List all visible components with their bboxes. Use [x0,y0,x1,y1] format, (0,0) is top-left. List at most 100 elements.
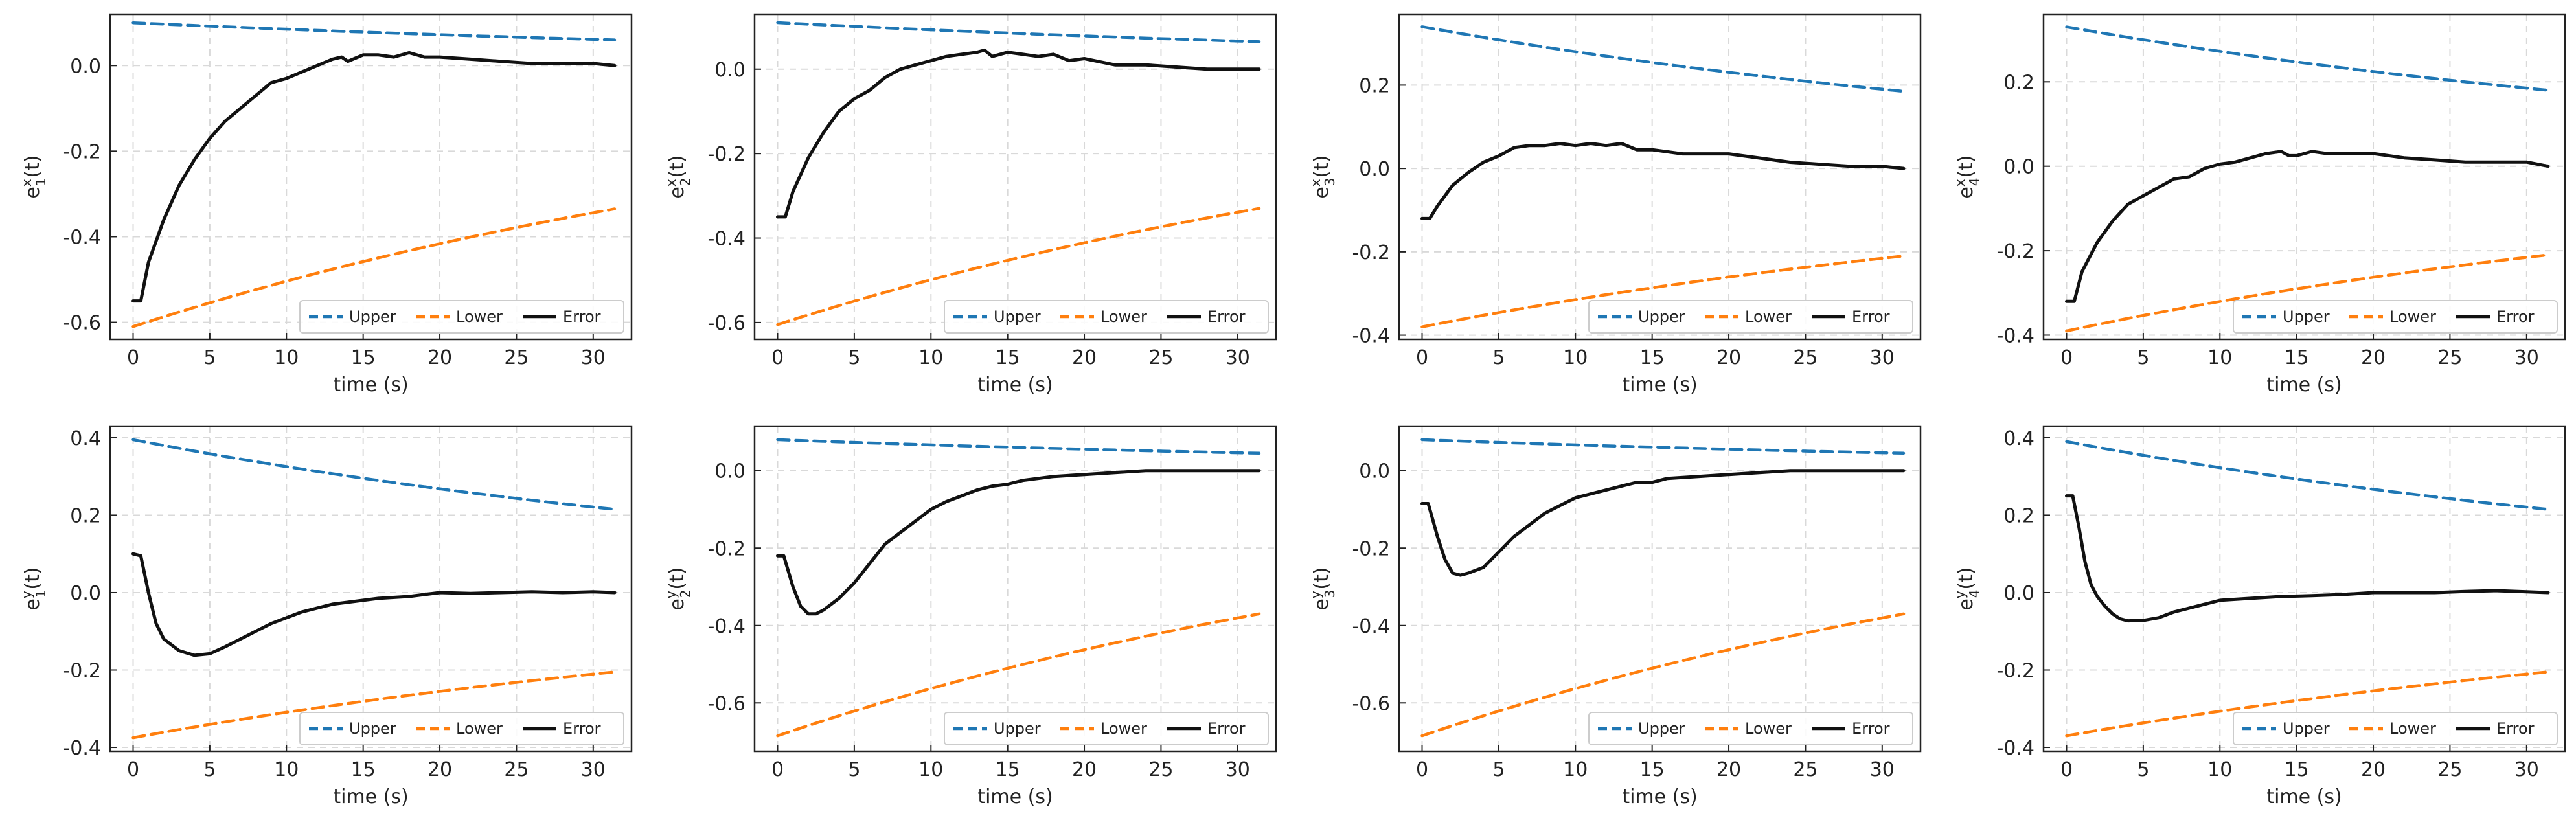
legend-label-error: Error [1207,308,1246,326]
axes-frame [109,13,633,341]
axes-frame [1398,425,1922,753]
x-tick-label: 20 [2361,758,2386,781]
x-tick-label: 30 [1225,758,1250,781]
legend-box [1588,300,1913,334]
series-line-upper [1420,25,1906,93]
y-tick-label: -0.2 [707,143,746,166]
x-tick-label: 15 [351,346,376,369]
axes-frame [109,425,633,753]
series-line-upper [131,438,617,511]
x-tick-label: 25 [1793,758,1818,781]
axes-frame [753,425,1277,753]
series-line-lower [776,207,1261,326]
legend: Upper Lower Error [299,712,624,745]
series-line-error [2065,494,2550,623]
y-tick-label: 0.2 [2003,71,2035,94]
x-tick-label: 5 [848,346,860,369]
legend-label-upper: Upper [349,308,396,326]
series-line-error [776,469,1261,616]
chart-panel-1: 0 5 10 15 20 25 30 -0.6 -0.4 -0.2 0.0 time (s) ex1(t… [19,13,633,396]
x-tick-label: 10 [274,346,299,369]
legend-box [944,712,1269,745]
x-tick-label: 10 [2207,758,2232,781]
y-tick-label: 0.0 [70,582,101,605]
x-tick-label: 5 [1492,346,1505,369]
chart-panel-3: 0 5 10 15 20 25 30 -0.4 -0.2 0.0 0.2 time (s) ex3(t)… [1308,13,1922,396]
y-tick-label: -0.2 [1996,240,2035,263]
series-line-error [1420,142,1906,220]
legend-box [1588,712,1913,745]
y-tick-label: 0.0 [2003,156,2035,179]
legend: Upper Lower Error [1588,300,1913,334]
y-tick-label: -0.2 [1352,538,1390,560]
legend: Upper Lower Error [2233,712,2558,745]
y-tick-label: -0.4 [63,226,101,249]
legend-box [299,712,624,745]
x-tick-label: 0 [2060,758,2073,781]
chart-panel-2: 0 5 10 15 20 25 30 -0.6 -0.4 -0.2 0.0 time (s) ex2(t… [663,13,1277,396]
plot-area [2044,426,2565,751]
legend-label-lower: Lower [1100,720,1147,738]
y-tick-label: -0.4 [707,228,746,251]
series-line-lower [2065,253,2550,333]
y-tick-label: -0.4 [1352,615,1390,638]
axes-frame [1398,13,1922,341]
series-line-error [131,552,617,657]
x-tick-label: 0 [2060,346,2073,369]
y-tick-label: 0.0 [714,59,746,82]
y-tick-label: 0.0 [2003,582,2035,605]
chart-panel-8: 0 5 10 15 20 25 30 -0.4 -0.2 0.0 0.2 0.4 time (s) ey4… [1952,425,2566,808]
series-line-error [1420,469,1906,577]
x-tick-label: 30 [1870,758,1895,781]
y-axis-label: ey2(t) [663,567,693,610]
x-tick-label: 10 [918,346,943,369]
legend-label-error: Error [1207,720,1246,738]
series-line-upper [776,21,1261,43]
x-tick-label: 30 [1870,346,1895,369]
x-axis-label: time (s) [977,786,1053,808]
y-axis-label: ex1(t) [19,155,49,198]
x-tick-label: 10 [274,758,299,781]
y-tick-label: 0.0 [70,55,101,78]
series-line-error [2065,150,2550,303]
y-tick-label: -0.4 [1996,737,2035,760]
x-tick-label: 20 [1716,758,1741,781]
y-tick-label: 0.0 [1359,460,1390,483]
legend-label-upper: Upper [2283,308,2330,326]
chart-panel-4: 0 5 10 15 20 25 30 -0.4 -0.2 0.0 0.2 time (s) ex4(t)… [1952,13,2566,396]
legend-label-lower: Lower [1100,308,1147,326]
x-tick-label: 5 [2137,758,2149,781]
x-axis-label: time (s) [977,374,1053,396]
y-axis-label: ex4(t) [1952,155,1982,198]
series-line-upper [776,438,1261,455]
legend-label-lower: Lower [2389,308,2436,326]
series-line-lower [131,670,617,740]
x-tick-label: 15 [1640,758,1665,781]
series-line-lower [776,612,1261,738]
x-tick-label: 15 [996,346,1020,369]
x-tick-label: 0 [127,758,139,781]
x-tick-label: 5 [203,346,216,369]
legend-label-upper: Upper [1638,308,1685,326]
y-tick-label: -0.4 [63,737,101,760]
x-tick-label: 0 [1416,758,1428,781]
legend-label-lower: Lower [456,308,503,326]
x-tick-label: 20 [427,758,452,781]
series-line-error [131,51,617,303]
series-line-error [776,48,1261,219]
x-tick-label: 15 [351,758,376,781]
legend: Upper Lower Error [944,712,1269,745]
axes-frame [753,13,1277,341]
legend-label-lower: Lower [2389,720,2436,738]
x-tick-label: 0 [771,758,784,781]
legend-label-error: Error [563,720,601,738]
x-tick-label: 25 [504,758,529,781]
series-line-lower [131,207,617,328]
plot-area [755,426,1276,751]
plot-area [755,14,1276,339]
legend-label-error: Error [2496,720,2535,738]
y-tick-label: -0.6 [1352,692,1390,715]
x-tick-label: 20 [2361,346,2386,369]
legend-label-upper: Upper [994,308,1041,326]
